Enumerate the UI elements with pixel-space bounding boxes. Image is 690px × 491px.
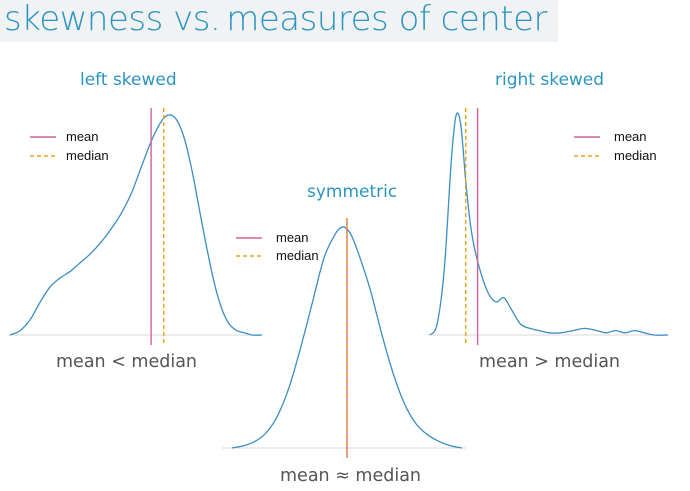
slide-title: skewness vs. measures of center [4,0,548,41]
right-skewed-title: right skewed [495,70,605,90]
symmetric-panel [222,218,466,458]
slide-title-part2: measures of center [226,0,548,39]
left-legend-median-label: median [66,148,109,163]
left-skewed-density-curve [9,114,263,336]
symmetric-caption: mean ≈ median [280,466,422,486]
right-legend-mean-label: mean [614,129,647,144]
symmetric-legend-mean-label: mean [276,230,309,245]
left-legend-mean-label: mean [66,129,99,144]
right-skewed-panel [428,108,669,345]
legend-swatches [30,136,600,257]
right-caption: mean > median [479,352,621,372]
symmetric-legend-median-label: median [276,248,319,263]
left-caption: mean < median [56,352,198,372]
right-skewed-density-curve [429,112,669,336]
left-skewed-panel [8,108,263,345]
title-bar: skewness vs. measures of center [0,0,558,42]
left-skewed-title: left skewed [80,70,177,90]
symmetric-title: symmetric [307,182,398,202]
right-legend-median-label: median [614,148,657,163]
slide-title-part1: skewness vs. [4,0,221,39]
